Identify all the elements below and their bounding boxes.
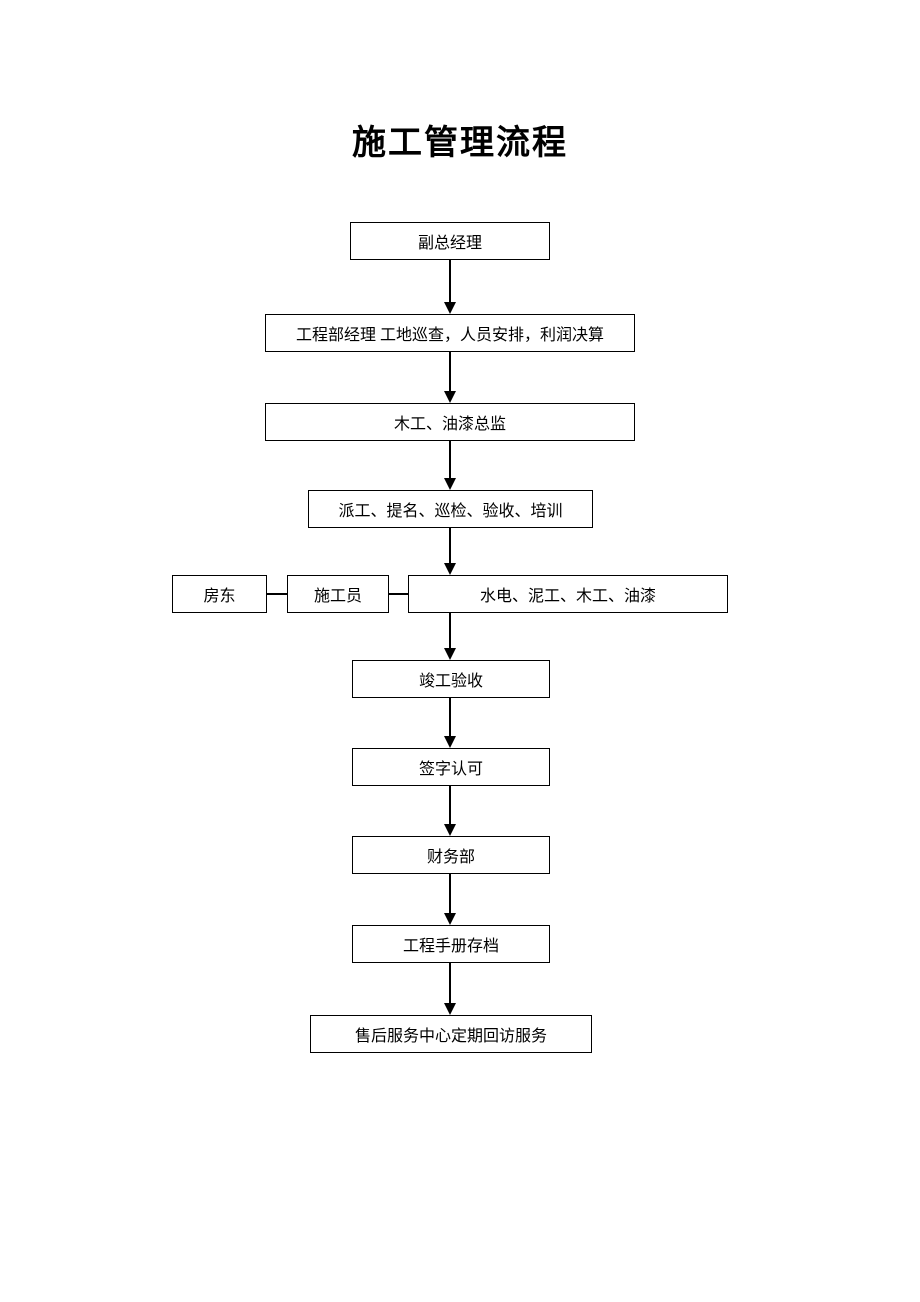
arrow-1 xyxy=(449,260,451,302)
arrow-8 xyxy=(449,874,451,913)
arrowhead-5 xyxy=(444,648,456,660)
arrow-6 xyxy=(449,698,451,736)
arrow-2 xyxy=(449,352,451,391)
arrowhead-9 xyxy=(444,1003,456,1015)
node-dispatch-inspection: 派工、提名、巡检、验收、培训 xyxy=(308,490,593,528)
node-deputy-gm: 副总经理 xyxy=(350,222,550,260)
arrowhead-6 xyxy=(444,736,456,748)
arrowhead-8 xyxy=(444,913,456,925)
arrow-5 xyxy=(449,613,451,648)
arrow-7 xyxy=(449,786,451,824)
node-landlord: 房东 xyxy=(172,575,267,613)
node-engineering-manager: 工程部经理 工地巡查，人员安排，利润决算 xyxy=(265,314,635,352)
node-constructor: 施工员 xyxy=(287,575,389,613)
node-trades: 水电、泥工、木工、油漆 xyxy=(408,575,728,613)
diagram-title: 施工管理流程 xyxy=(352,115,568,164)
arrowhead-3 xyxy=(444,478,456,490)
arrow-3 xyxy=(449,441,451,478)
node-sign-approval: 签字认可 xyxy=(352,748,550,786)
h-connector-1 xyxy=(267,593,287,595)
arrow-9 xyxy=(449,963,451,1003)
arrowhead-4 xyxy=(444,563,456,575)
arrowhead-1 xyxy=(444,302,456,314)
node-completion-inspection: 竣工验收 xyxy=(352,660,550,698)
node-finance: 财务部 xyxy=(352,836,550,874)
arrowhead-2 xyxy=(444,391,456,403)
node-manual-archive: 工程手册存档 xyxy=(352,925,550,963)
h-connector-2 xyxy=(389,593,408,595)
node-aftersales-service: 售后服务中心定期回访服务 xyxy=(310,1015,592,1053)
node-carpentry-paint-director: 木工、油漆总监 xyxy=(265,403,635,441)
arrowhead-7 xyxy=(444,824,456,836)
arrow-4 xyxy=(449,528,451,563)
